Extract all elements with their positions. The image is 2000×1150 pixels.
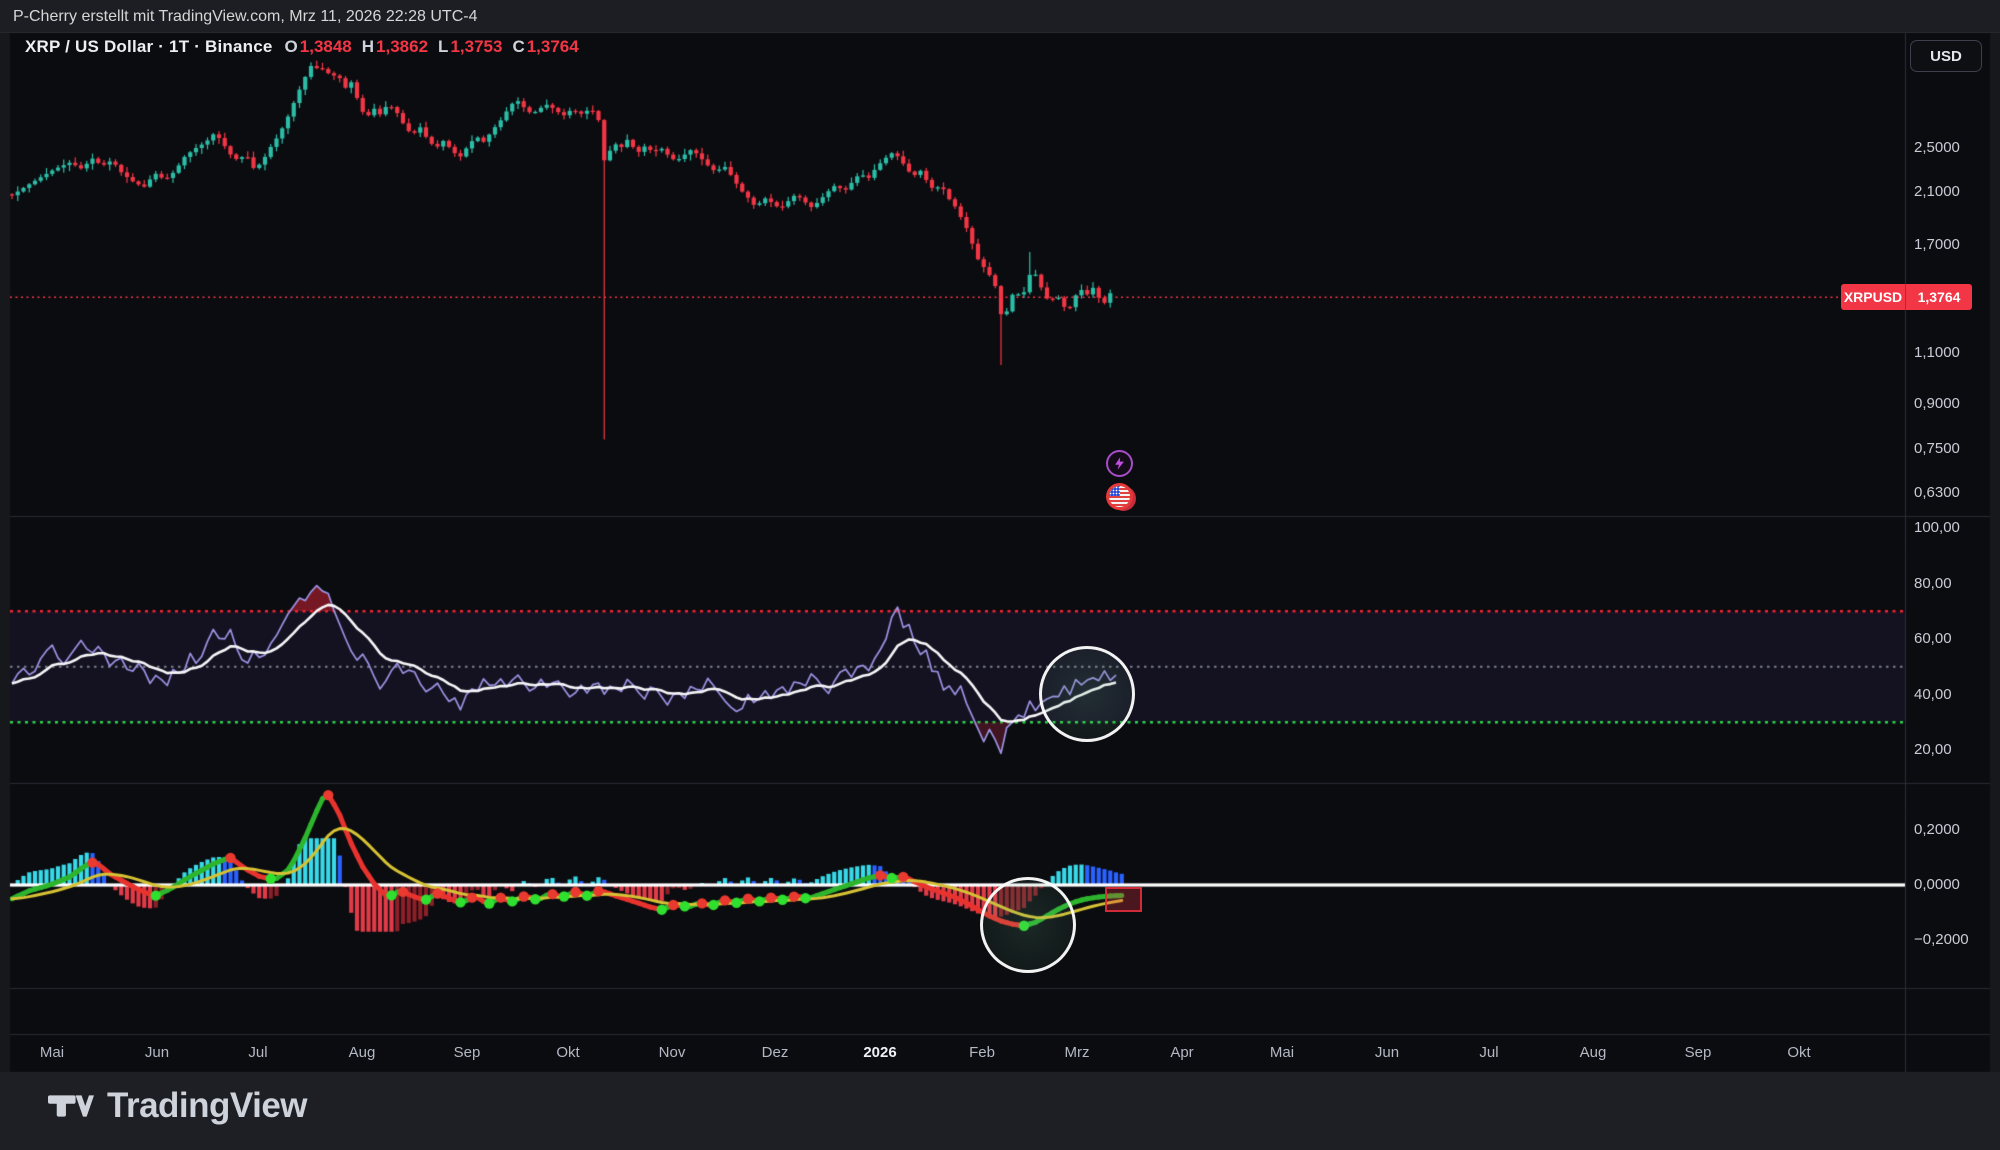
last-price-value: 1,3764	[1905, 284, 1972, 310]
rsi-highlight-circle[interactable]	[1039, 646, 1135, 742]
low-value: 1,3753	[450, 37, 503, 56]
currency-usd-button[interactable]: USD	[1910, 40, 1982, 72]
last-price-badge[interactable]: XRPUSD 1,3764	[1841, 284, 1972, 310]
tradingview-logo-text: TradingView	[107, 1086, 308, 1125]
lightning-icon	[1115, 457, 1124, 470]
macd-highlight-circle[interactable]	[980, 877, 1076, 973]
macd-red-box-annotation[interactable]	[1105, 887, 1142, 912]
tradingview-watermark[interactable]: TradingView	[48, 1086, 308, 1126]
open-value: 1,3848	[299, 37, 352, 56]
low-label: L	[438, 37, 449, 56]
tradingview-logo-icon	[48, 1095, 94, 1117]
open-label: O	[284, 37, 298, 56]
symbol-legend[interactable]: XRP / US Dollar · 1T · Binance O 1,3848 H…	[25, 37, 579, 57]
attribution-bar: P-Cherry erstellt mit TradingView.com, M…	[0, 0, 2000, 33]
us-flag-icon	[1109, 486, 1130, 507]
high-value: 1,3862	[376, 37, 429, 56]
high-label: H	[361, 37, 375, 56]
close-label: C	[512, 37, 525, 56]
ohlc-values: O 1,3848 H 1,3862 L 1,3753 C 1,3764	[285, 37, 579, 57]
attribution-text: P-Cherry erstellt mit TradingView.com, M…	[13, 8, 478, 25]
symbol-title[interactable]: XRP / US Dollar · 1T · Binance	[25, 37, 273, 56]
event-marker-us-flag[interactable]	[1106, 483, 1133, 510]
footer-bar: TradingView	[0, 1072, 2000, 1150]
last-price-symbol: XRPUSD	[1841, 284, 1905, 310]
event-marker-lightning[interactable]	[1106, 450, 1133, 477]
close-value: 1,3764	[526, 37, 579, 56]
